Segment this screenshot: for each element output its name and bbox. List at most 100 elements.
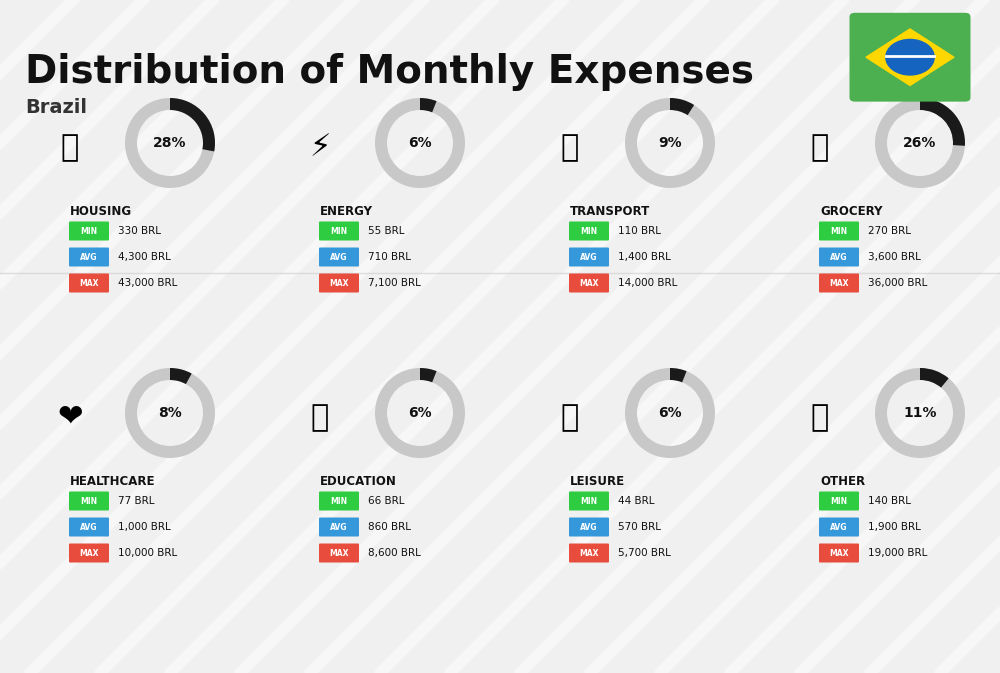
Text: 66 BRL: 66 BRL <box>368 496 404 506</box>
FancyBboxPatch shape <box>819 544 859 563</box>
FancyBboxPatch shape <box>569 221 609 240</box>
FancyBboxPatch shape <box>319 518 359 536</box>
Wedge shape <box>875 98 965 188</box>
Text: 5,700 BRL: 5,700 BRL <box>618 548 671 558</box>
Text: 7,100 BRL: 7,100 BRL <box>368 278 421 288</box>
FancyBboxPatch shape <box>69 221 109 240</box>
Wedge shape <box>420 368 437 382</box>
Text: 110 BRL: 110 BRL <box>618 226 661 236</box>
FancyBboxPatch shape <box>319 248 359 267</box>
Text: 19,000 BRL: 19,000 BRL <box>868 548 927 558</box>
Text: Distribution of Monthly Expenses: Distribution of Monthly Expenses <box>25 53 754 91</box>
Text: HEALTHCARE: HEALTHCARE <box>70 475 156 488</box>
Text: 9%: 9% <box>658 136 682 150</box>
FancyBboxPatch shape <box>819 248 859 267</box>
Text: MIN: MIN <box>330 497 348 505</box>
FancyBboxPatch shape <box>819 221 859 240</box>
Text: Brazil: Brazil <box>25 98 87 117</box>
Text: AVG: AVG <box>80 252 98 262</box>
Text: 1,900 BRL: 1,900 BRL <box>868 522 921 532</box>
Text: 26%: 26% <box>903 136 937 150</box>
Text: MIN: MIN <box>830 227 848 236</box>
Text: 710 BRL: 710 BRL <box>368 252 411 262</box>
Text: MAX: MAX <box>329 279 349 287</box>
FancyBboxPatch shape <box>569 248 609 267</box>
Text: MAX: MAX <box>829 548 849 557</box>
Text: MIN: MIN <box>580 497 598 505</box>
Text: 43,000 BRL: 43,000 BRL <box>118 278 177 288</box>
Text: MAX: MAX <box>329 548 349 557</box>
Text: MIN: MIN <box>580 227 598 236</box>
Text: 8%: 8% <box>158 406 182 420</box>
Text: 570 BRL: 570 BRL <box>618 522 661 532</box>
Text: 14,000 BRL: 14,000 BRL <box>618 278 677 288</box>
FancyBboxPatch shape <box>569 544 609 563</box>
Text: MAX: MAX <box>79 548 99 557</box>
Text: 🛍: 🛍 <box>561 404 579 433</box>
Wedge shape <box>170 98 215 151</box>
Text: AVG: AVG <box>80 522 98 532</box>
FancyBboxPatch shape <box>819 518 859 536</box>
FancyBboxPatch shape <box>69 544 109 563</box>
FancyBboxPatch shape <box>69 518 109 536</box>
Text: 28%: 28% <box>153 136 187 150</box>
Text: MIN: MIN <box>330 227 348 236</box>
Text: 11%: 11% <box>903 406 937 420</box>
Wedge shape <box>625 98 715 188</box>
Wedge shape <box>670 368 687 382</box>
Text: AVG: AVG <box>830 252 848 262</box>
Wedge shape <box>125 98 215 188</box>
Text: 140 BRL: 140 BRL <box>868 496 911 506</box>
Text: 77 BRL: 77 BRL <box>118 496 154 506</box>
Text: 8,600 BRL: 8,600 BRL <box>368 548 421 558</box>
Wedge shape <box>420 98 437 112</box>
Text: 860 BRL: 860 BRL <box>368 522 411 532</box>
FancyBboxPatch shape <box>569 518 609 536</box>
Text: MAX: MAX <box>829 279 849 287</box>
Polygon shape <box>866 29 954 85</box>
Text: 💰: 💰 <box>811 404 829 433</box>
Text: 10,000 BRL: 10,000 BRL <box>118 548 177 558</box>
FancyBboxPatch shape <box>819 491 859 511</box>
Wedge shape <box>670 98 694 115</box>
FancyBboxPatch shape <box>850 13 970 102</box>
Text: EDUCATION: EDUCATION <box>320 475 397 488</box>
FancyBboxPatch shape <box>569 491 609 511</box>
Text: 4,300 BRL: 4,300 BRL <box>118 252 171 262</box>
Text: 🚌: 🚌 <box>561 133 579 162</box>
Wedge shape <box>875 368 965 458</box>
Text: MAX: MAX <box>579 548 599 557</box>
Text: GROCERY: GROCERY <box>820 205 882 218</box>
Text: OTHER: OTHER <box>820 475 865 488</box>
Text: HOUSING: HOUSING <box>70 205 132 218</box>
FancyBboxPatch shape <box>319 491 359 511</box>
Text: 270 BRL: 270 BRL <box>868 226 911 236</box>
Text: 330 BRL: 330 BRL <box>118 226 161 236</box>
Text: 6%: 6% <box>408 406 432 420</box>
Text: 6%: 6% <box>408 136 432 150</box>
FancyBboxPatch shape <box>69 491 109 511</box>
Text: MIN: MIN <box>80 497 98 505</box>
Wedge shape <box>920 368 949 388</box>
Text: 3,600 BRL: 3,600 BRL <box>868 252 921 262</box>
Text: 🏗: 🏗 <box>61 133 79 162</box>
FancyBboxPatch shape <box>569 273 609 293</box>
Wedge shape <box>170 368 192 384</box>
FancyBboxPatch shape <box>319 544 359 563</box>
Circle shape <box>886 40 934 75</box>
Text: MIN: MIN <box>830 497 848 505</box>
Text: 44 BRL: 44 BRL <box>618 496 654 506</box>
Text: AVG: AVG <box>830 522 848 532</box>
Text: AVG: AVG <box>580 252 598 262</box>
FancyBboxPatch shape <box>69 273 109 293</box>
Text: 1,400 BRL: 1,400 BRL <box>618 252 671 262</box>
Text: AVG: AVG <box>330 252 348 262</box>
Wedge shape <box>920 98 965 146</box>
Text: ENERGY: ENERGY <box>320 205 373 218</box>
Wedge shape <box>375 368 465 458</box>
Text: 6%: 6% <box>658 406 682 420</box>
Text: MAX: MAX <box>579 279 599 287</box>
Text: 🎓: 🎓 <box>311 404 329 433</box>
Text: 55 BRL: 55 BRL <box>368 226 404 236</box>
Text: LEISURE: LEISURE <box>570 475 625 488</box>
